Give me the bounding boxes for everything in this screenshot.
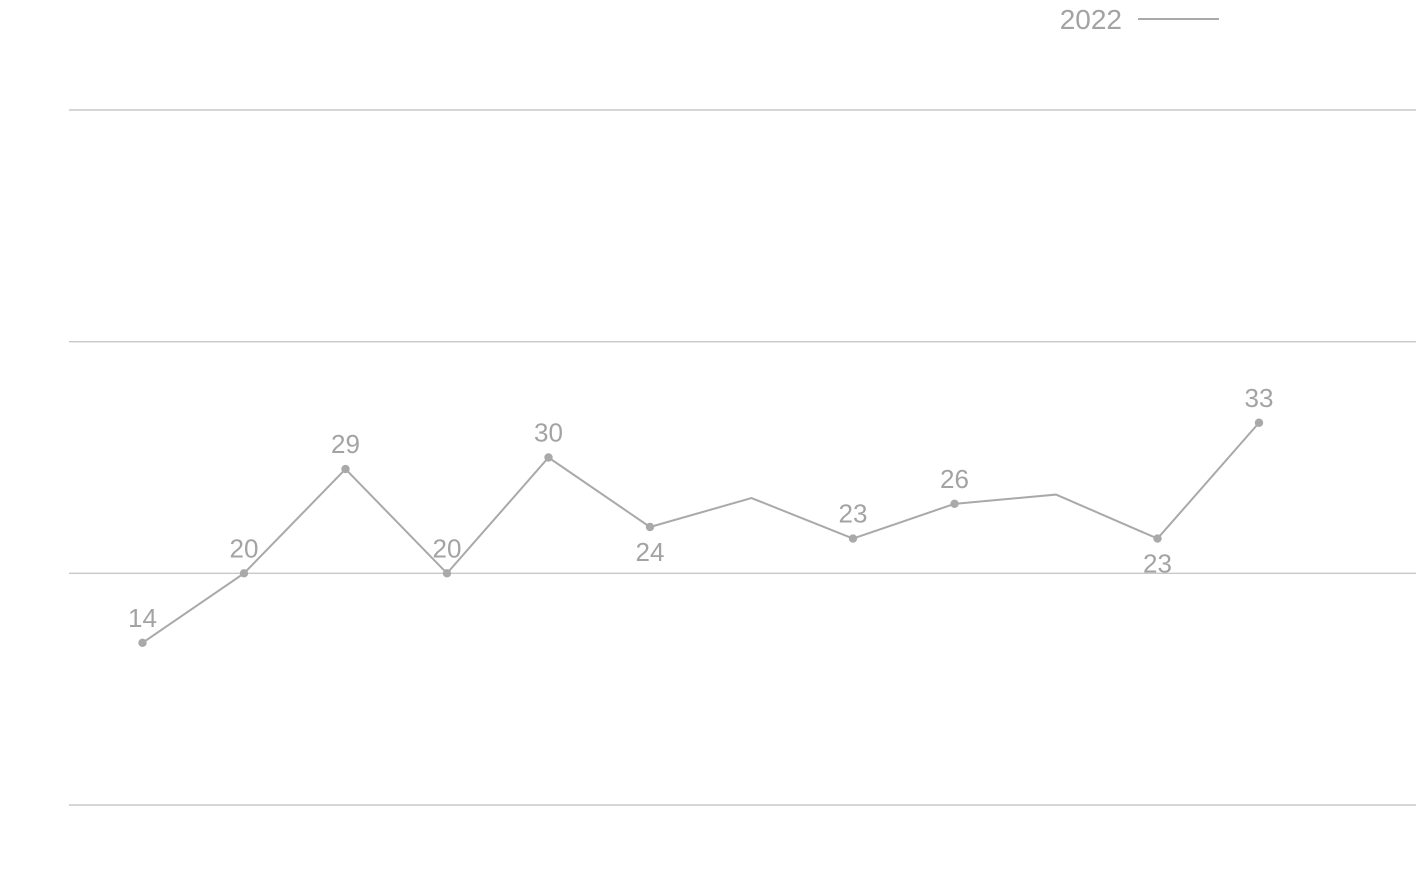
data-label-8: 23 <box>839 499 868 529</box>
data-point-3 <box>341 464 350 474</box>
series-line-2022 <box>141 422 1260 644</box>
data-point-4 <box>442 569 452 578</box>
data-point-9 <box>950 499 959 509</box>
data-label-5: 30 <box>534 418 563 448</box>
data-point-11 <box>1153 534 1162 543</box>
legend: 2022 <box>1060 4 1219 35</box>
data-point-1 <box>138 638 147 648</box>
series-layer <box>138 418 1264 648</box>
data-label-6: 24 <box>636 537 665 567</box>
data-label-1: 14 <box>128 603 157 633</box>
data-point-8 <box>848 534 858 543</box>
data-label-2: 20 <box>230 533 259 563</box>
data-label-9: 26 <box>940 464 969 494</box>
data-point-2 <box>239 569 249 578</box>
data-label-3: 29 <box>331 429 360 459</box>
legend-label-2022: 2022 <box>1060 4 1122 35</box>
grid-layer <box>69 109 1416 806</box>
data-label-layer: 14 20 29 20 30 24 23 26 23 33 <box>128 383 1273 633</box>
data-label-4: 20 <box>433 533 462 563</box>
data-label-11: 23 <box>1143 549 1172 579</box>
data-point-5 <box>544 453 553 462</box>
data-point-6 <box>645 522 655 532</box>
data-point-12 <box>1254 418 1264 427</box>
data-label-12: 33 <box>1245 383 1274 413</box>
